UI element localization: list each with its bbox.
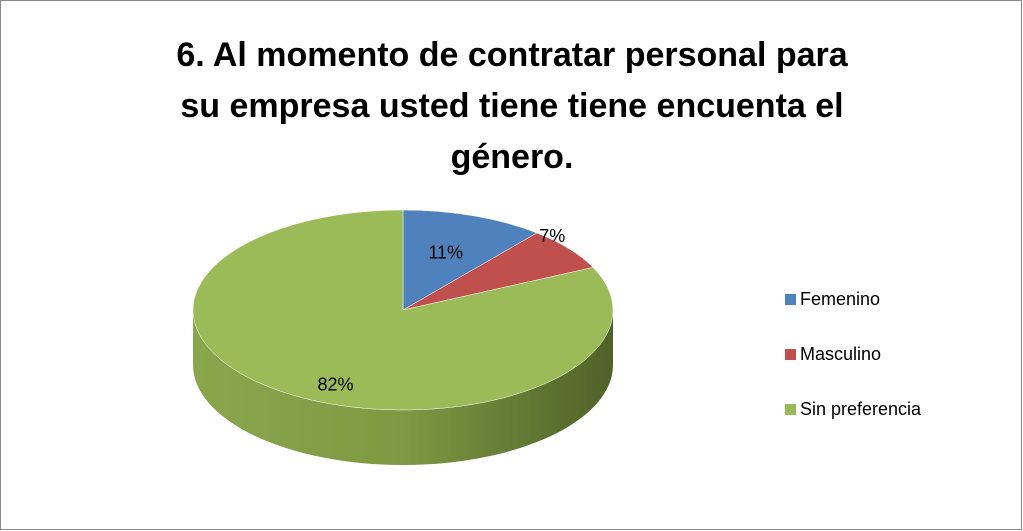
legend-swatch xyxy=(785,404,796,415)
legend-swatch xyxy=(785,294,796,305)
data-label: 82% xyxy=(317,374,353,394)
legend-label: Masculino xyxy=(800,344,881,364)
chart-title: 6. Al momento de contratar personal para… xyxy=(176,36,848,176)
legend-label: Sin preferencia xyxy=(800,399,922,419)
data-label: 11% xyxy=(428,242,463,262)
pie-slice xyxy=(192,209,614,411)
pie-side xyxy=(193,310,613,465)
data-label: 7% xyxy=(539,226,565,246)
legend-swatch xyxy=(785,349,796,360)
legend-label: Femenino xyxy=(800,289,880,309)
pie-slice xyxy=(402,209,538,311)
